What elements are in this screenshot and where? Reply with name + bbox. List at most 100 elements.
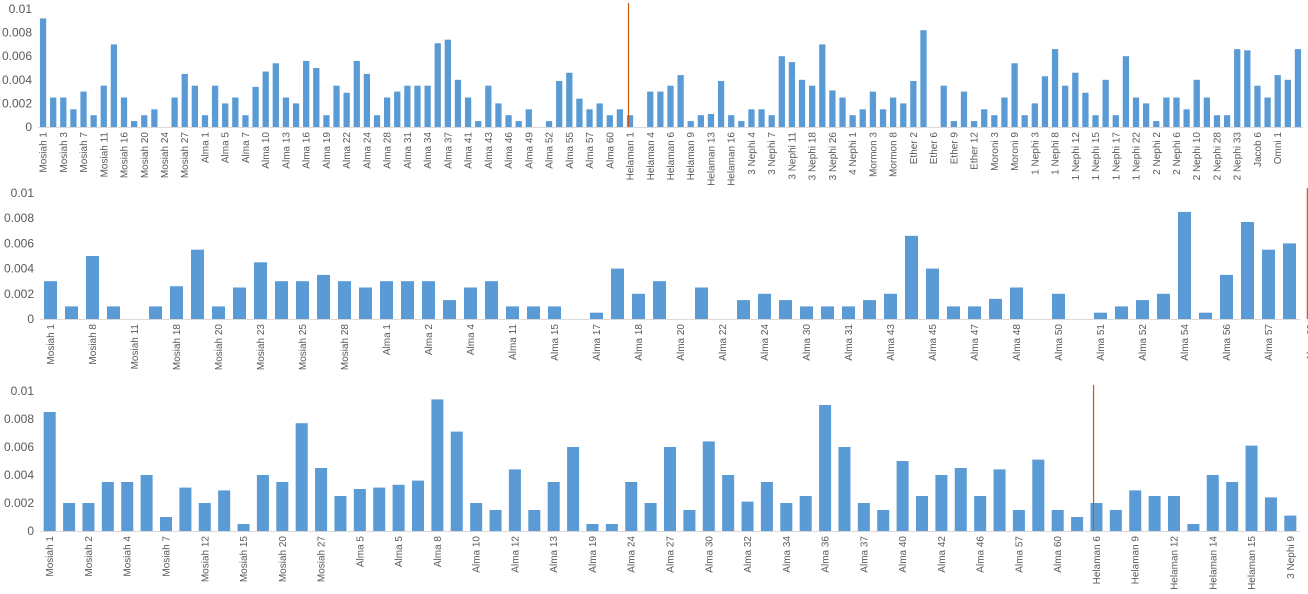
bar — [667, 85, 674, 127]
x-tick-label: Mosiah 1 — [39, 132, 50, 173]
bar — [394, 91, 401, 127]
y-tick-label: 0 — [27, 524, 34, 538]
y-tick-label: 0 — [25, 120, 32, 134]
x-tick-label: Mosiah 1 — [45, 536, 56, 577]
x-tick-label: Ether 9 — [949, 132, 960, 165]
x-tick-label: Alma 24 — [362, 132, 373, 169]
bar — [993, 469, 1006, 531]
x-tick-label: Mosiah 8 — [88, 324, 99, 365]
x-tick-label: Alma 37 — [859, 536, 870, 573]
x-tick-label: Mosiah 18 — [172, 324, 183, 371]
x-tick-label: Alma 60 — [605, 132, 616, 169]
bar — [295, 281, 310, 319]
x-tick-label: Alma 46 — [976, 536, 987, 573]
bar — [358, 287, 373, 319]
bar — [1284, 79, 1291, 127]
bar — [631, 293, 646, 319]
bar — [841, 306, 856, 319]
bar — [738, 121, 745, 127]
bar — [991, 115, 998, 127]
bar — [677, 75, 684, 127]
bar — [663, 447, 677, 531]
bar — [454, 79, 462, 127]
x-tick-label: 3 Nephi 26 — [828, 132, 839, 181]
bar — [151, 109, 158, 127]
x-tick-label: Helaman 16 — [727, 132, 738, 186]
x-tick-label: Alma 19 — [322, 132, 333, 169]
bar — [252, 86, 259, 127]
bar — [43, 281, 58, 319]
x-tick-label: 2 Nephi 2 — [1152, 132, 1163, 175]
x-tick-label: Omni 1 — [1273, 132, 1284, 165]
bar — [121, 482, 134, 531]
x-tick-label: Mosiah 12 — [200, 536, 211, 583]
bar — [586, 524, 599, 531]
x-tick-label: Alma 22 — [342, 132, 353, 169]
x-tick-label: Helaman 13 — [706, 132, 717, 186]
bar — [829, 90, 836, 127]
bar — [1264, 497, 1277, 531]
x-tick-label: Helaman 6 — [666, 132, 677, 181]
x-tick-label: Alma 7 — [241, 132, 252, 164]
x-tick-label: Alma 56 — [1222, 324, 1233, 361]
bar — [450, 431, 463, 531]
x-tick-label: Alma 2 — [424, 324, 435, 356]
x-tick-label: Helaman 9 — [1131, 536, 1142, 585]
bar — [877, 510, 890, 531]
x-tick-label: Mosiah 20 — [278, 536, 289, 583]
bar — [809, 85, 816, 127]
bar — [60, 97, 67, 127]
x-tick-label: 1 Nephi 8 — [1051, 132, 1062, 175]
bar — [545, 121, 553, 127]
x-tick-label: 3 Nephi 4 — [747, 132, 758, 175]
bar — [556, 80, 563, 127]
bar — [414, 85, 421, 127]
bar — [586, 109, 593, 127]
x-tick-label: 3 Nephi 18 — [808, 132, 819, 181]
bar — [282, 97, 290, 127]
bar — [981, 109, 988, 127]
bar — [475, 121, 482, 127]
bar — [525, 109, 532, 127]
x-tick-label: 1 Nephi 15 — [1091, 132, 1102, 181]
bar — [920, 30, 927, 128]
bar — [1129, 490, 1142, 531]
x-tick-label: Alma 57 — [1014, 536, 1025, 573]
bar — [442, 300, 457, 319]
x-tick-label: Mosiah 7 — [79, 132, 90, 173]
bar — [722, 475, 735, 531]
bar — [353, 489, 366, 531]
bar — [1219, 274, 1234, 319]
bar — [201, 115, 209, 127]
bar — [758, 109, 765, 127]
bar — [849, 115, 856, 127]
x-tick-label: Alma 5 — [355, 536, 366, 568]
bar — [839, 97, 846, 127]
x-tick-label: Alma 52 — [1138, 324, 1149, 361]
bar — [589, 312, 604, 319]
bar — [1183, 109, 1190, 127]
bar — [434, 43, 441, 127]
y-tick-label: 0 — [27, 312, 34, 326]
bar — [463, 287, 478, 319]
bar — [411, 480, 425, 531]
x-tick-label: Alma 40 — [898, 536, 909, 573]
bar — [515, 121, 522, 127]
bar — [1072, 72, 1079, 127]
bar — [1167, 496, 1181, 531]
bar — [1135, 300, 1150, 319]
bar — [505, 306, 520, 319]
x-tick-label: Helaman 1 — [626, 132, 637, 181]
x-tick-label: Mosiah 24 — [160, 132, 171, 179]
bar — [780, 503, 793, 531]
bar — [890, 97, 897, 127]
bar — [1032, 459, 1045, 531]
bar — [1173, 97, 1180, 127]
x-tick-label: Mosiah 11 — [130, 324, 141, 370]
bar — [799, 496, 812, 531]
bar-chart-top: 0 0.002 0.004 0.006 0.008 0.01 Mosiah 1 Mosiah … — [2, 2, 1303, 186]
bar — [896, 461, 909, 531]
bar — [337, 281, 352, 319]
bar — [379, 281, 394, 319]
bar — [1092, 115, 1099, 127]
